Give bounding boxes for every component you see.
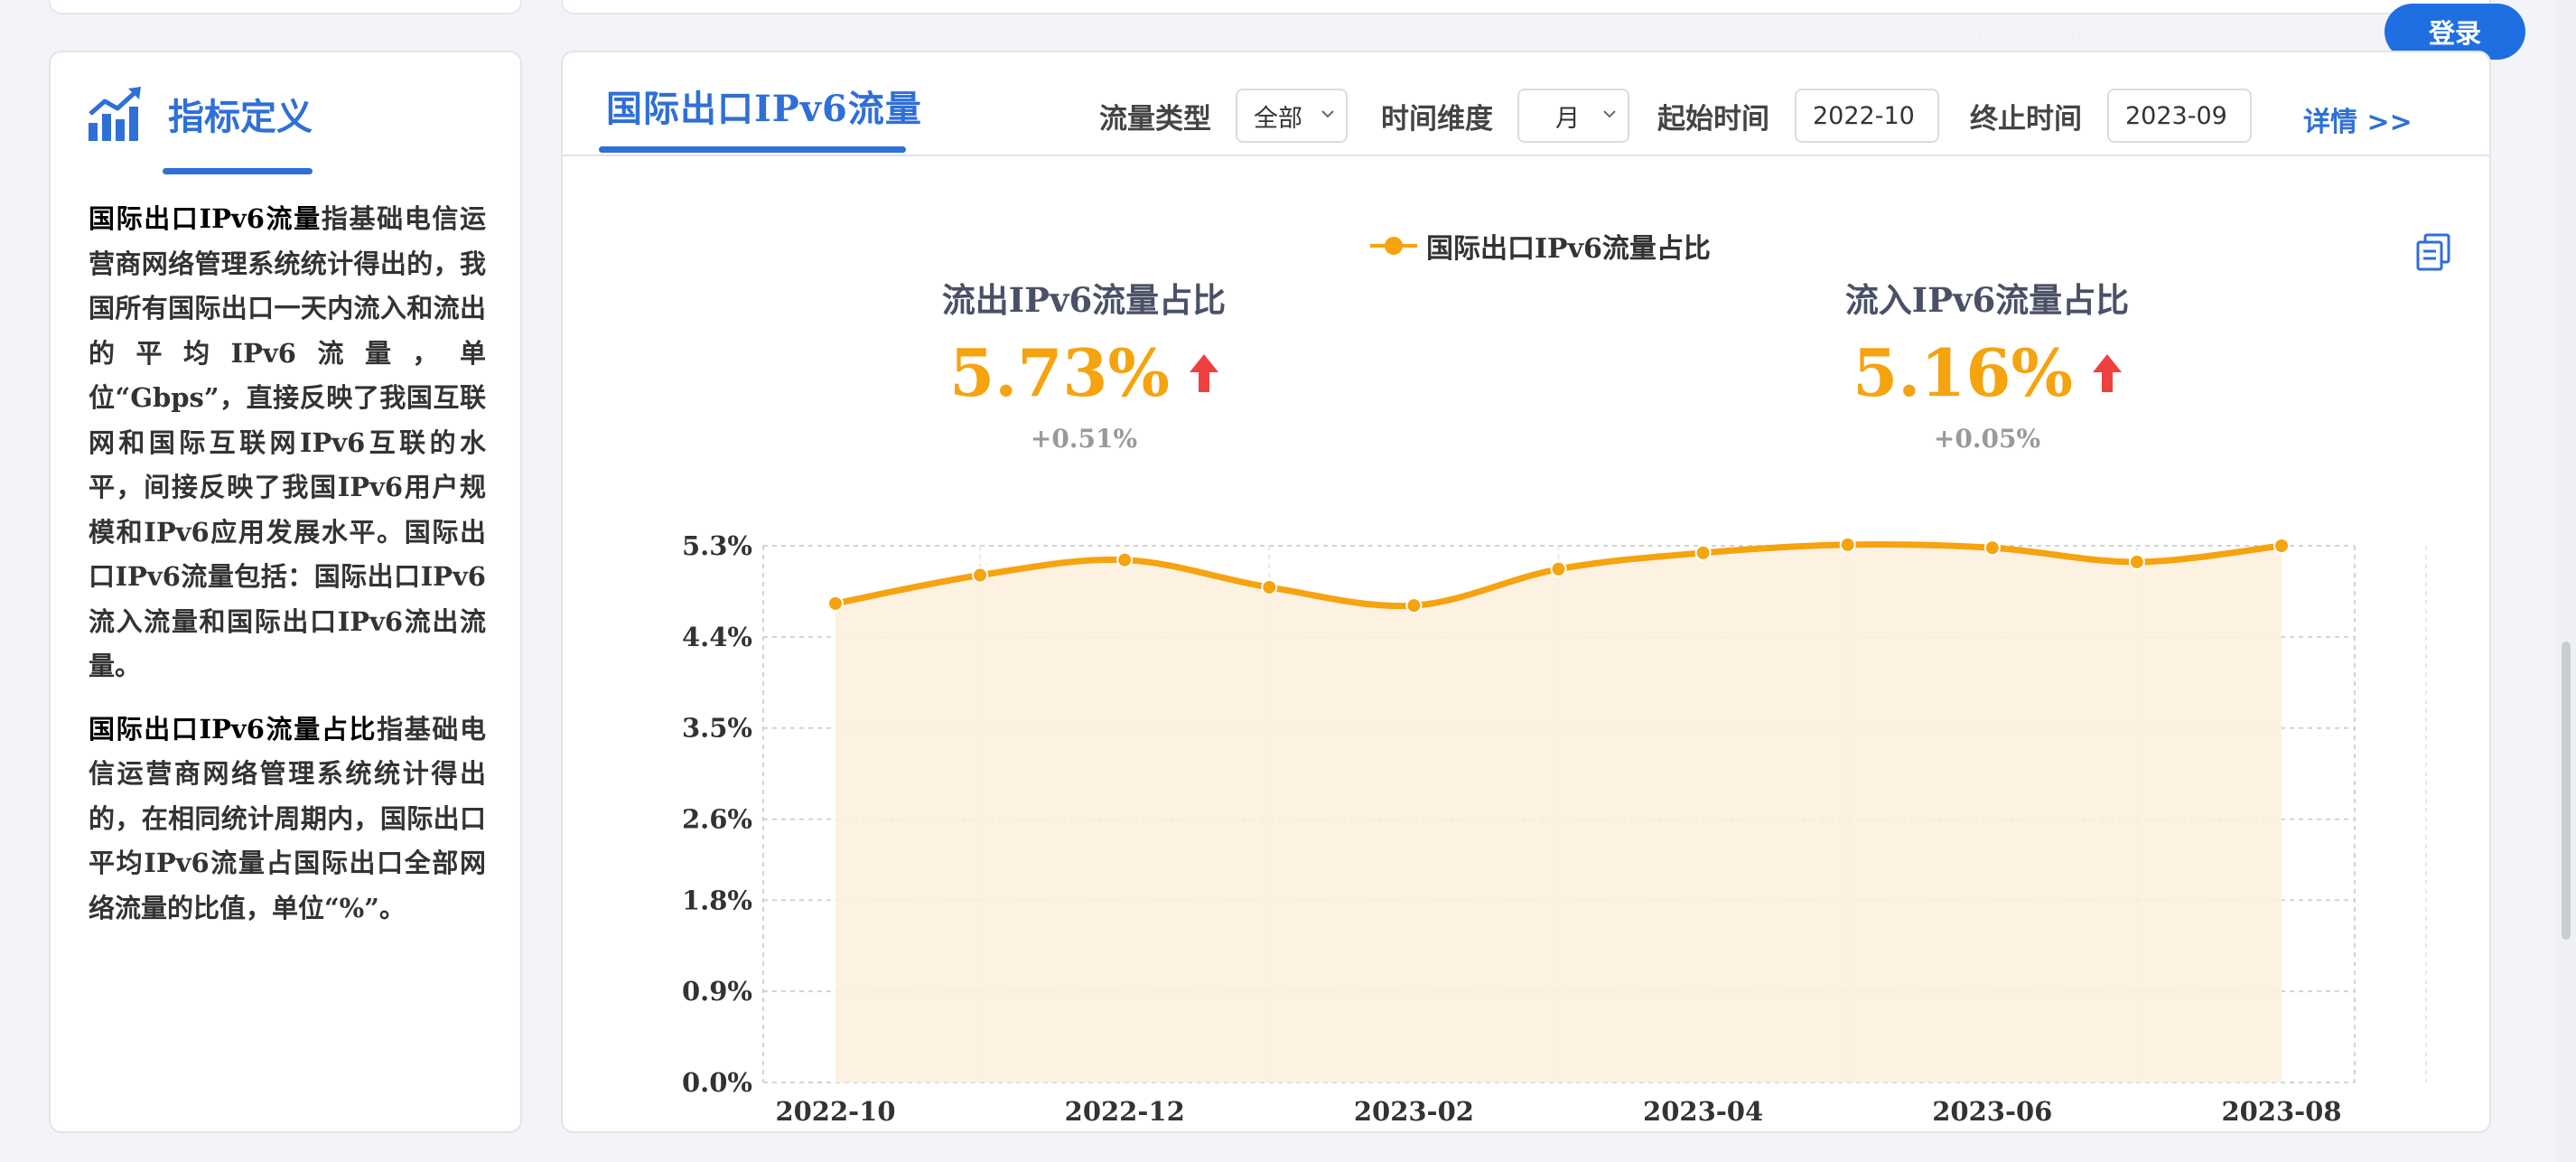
login-button[interactable]: 登录 xyxy=(2385,4,2525,60)
y-tick-label: 3.5% xyxy=(682,713,752,744)
y-tick-label: 5.3% xyxy=(682,530,752,561)
traffic-type-value: 全部 xyxy=(1254,104,1302,133)
definition-paragraph-traffic: 国际出口IPv6流量指基础电信运营商网络管理系统统计得出的，我国所有国际出口一天… xyxy=(89,197,486,689)
x-tick-label: 2023-02 xyxy=(1354,1096,1474,1127)
end-time-label: 终止时间 xyxy=(1970,103,2082,136)
top-panel-edge-right xyxy=(561,0,2491,14)
x-tick-label: 2022-10 xyxy=(775,1096,895,1127)
definition-ratio-text: 指基础电信运营商网络管理系统统计得出的，在相同统计周期内，国际出口平均IPv6流… xyxy=(89,713,486,923)
inbound-stat-value: 5.16% xyxy=(1853,334,2073,411)
data-point[interactable] xyxy=(1839,536,1856,553)
definition-underline xyxy=(163,168,313,174)
legend-marker-icon xyxy=(1370,237,1417,255)
time-dimension-value: 月 xyxy=(1555,104,1580,133)
inbound-stat-delta: +0.05% xyxy=(1933,424,2041,454)
definition-paragraph-ratio: 国际出口IPv6流量占比指基础电信运营商网络管理系统统计得出的，在相同统计周期内… xyxy=(89,708,486,932)
definition-text: 国际出口IPv6流量指基础电信运营商网络管理系统统计得出的，我国所有国际出口一天… xyxy=(89,197,486,949)
outbound-stat-label: 流出IPv6流量占比 xyxy=(941,280,1227,320)
y-tick-label: 0.9% xyxy=(682,976,752,1007)
top-panel-edge-left xyxy=(49,0,522,14)
traffic-type-label: 流量类型 xyxy=(1099,103,1211,136)
outbound-value-row: 5.73% xyxy=(894,334,1274,411)
data-point[interactable] xyxy=(827,595,844,612)
ip-notice: 您访问本站的IP地址：112.5.212.250 xyxy=(1956,23,2283,45)
data-point[interactable] xyxy=(1261,578,1278,595)
scrollbar-thumb[interactable] xyxy=(2562,642,2571,940)
definition-header: 指标定义 xyxy=(87,87,313,141)
y-tick-label: 1.8% xyxy=(682,885,752,915)
outbound-stat-value: 5.73% xyxy=(949,334,1170,411)
y-tick-label: 4.4% xyxy=(682,622,752,652)
traffic-ratio-chart[interactable]: 0.0% 0.9% 1.8% 2.6% 3.5% 4.4% 5.3% 2022-10 2022-… xyxy=(563,52,2489,1131)
legend-label: 国际出口IPv6流量占比 xyxy=(1426,233,1711,265)
data-point[interactable] xyxy=(1405,597,1423,614)
data-point[interactable] xyxy=(2273,538,2290,554)
tab-active-indicator xyxy=(599,146,906,153)
chevron-down-icon xyxy=(1321,110,1334,118)
arrow-up-icon xyxy=(1189,353,1218,392)
x-tick-label: 2022-12 xyxy=(1065,1096,1185,1127)
data-point[interactable] xyxy=(1550,560,1567,577)
arrow-up-icon xyxy=(2092,353,2122,392)
data-point[interactable] xyxy=(972,567,989,584)
inbound-stat-label: 流入IPv6流量占比 xyxy=(1844,280,2130,320)
x-tick-label: 2023-08 xyxy=(2221,1096,2341,1127)
data-point[interactable] xyxy=(1983,539,2001,557)
definition-title: 指标定义 xyxy=(168,97,313,138)
chevron-down-icon xyxy=(1603,110,1616,118)
inbound-value-row: 5.16% xyxy=(1797,334,2177,411)
data-point[interactable] xyxy=(1694,544,1712,561)
outbound-stat-delta: +0.51% xyxy=(1030,424,1138,454)
definition-traffic-text: 指基础电信运营商网络管理系统统计得出的，我国所有国际出口一天内流入和流出的平均I… xyxy=(89,203,486,681)
tab-ipv6-traffic[interactable]: 国际出口IPv6流量 xyxy=(606,88,922,130)
chart-growth-icon xyxy=(89,87,141,141)
traffic-type-select[interactable]: 全部 xyxy=(1236,89,1348,143)
header-divider xyxy=(563,155,2489,156)
page-scrollbar[interactable] xyxy=(2556,0,2576,1162)
end-time-input[interactable]: 2023-09 xyxy=(2107,89,2252,143)
y-tick-label: 2.6% xyxy=(682,804,752,835)
start-time-input[interactable]: 2022-10 xyxy=(1795,89,1939,143)
term-traffic: 国际出口IPv6流量 xyxy=(89,203,322,234)
outbound-stat: 流出IPv6流量占比 5.73% +0.51% xyxy=(894,273,1274,454)
traffic-panel: 国际出口IPv6流量 流量类型 全部 时间维度 月 起始时间 2022-10 终… xyxy=(561,51,2491,1133)
term-ratio: 国际出口IPv6流量占比 xyxy=(89,713,378,745)
chart-legend[interactable]: 国际出口IPv6流量占比 xyxy=(1370,226,1711,266)
y-tick-label: 0.0% xyxy=(682,1067,752,1098)
data-point[interactable] xyxy=(1116,551,1134,568)
series-area xyxy=(835,544,2282,1082)
x-tick-label: 2023-06 xyxy=(1932,1096,2052,1127)
details-link[interactable]: 详情 >> xyxy=(2303,107,2413,138)
time-dimension-label: 时间维度 xyxy=(1381,103,1493,136)
x-tick-label: 2023-04 xyxy=(1643,1096,1763,1127)
inbound-stat: 流入IPv6流量占比 5.16% +0.05% xyxy=(1797,273,2177,454)
start-time-label: 起始时间 xyxy=(1657,103,1769,136)
definition-panel: 指标定义 国际出口IPv6流量指基础电信运营商网络管理系统统计得出的，我国所有国… xyxy=(49,51,522,1133)
data-point[interactable] xyxy=(2128,553,2145,570)
copy-icon[interactable] xyxy=(2416,233,2452,271)
time-dimension-select[interactable]: 月 xyxy=(1517,89,1629,143)
